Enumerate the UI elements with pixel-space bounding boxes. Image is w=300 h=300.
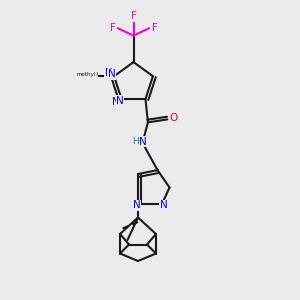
Text: N: N: [133, 200, 140, 211]
Text: H: H: [132, 137, 139, 146]
Text: methyl: methyl: [86, 74, 91, 76]
Text: N: N: [116, 96, 124, 106]
Text: O: O: [169, 113, 178, 123]
Text: methyl: methyl: [76, 72, 98, 77]
Text: methyl: methyl: [77, 72, 96, 77]
Text: N: N: [160, 200, 167, 211]
Text: N: N: [108, 69, 116, 80]
Text: N: N: [139, 137, 147, 147]
Text: F: F: [110, 23, 116, 33]
Text: F: F: [130, 11, 136, 21]
Text: F: F: [152, 23, 158, 33]
Text: N: N: [112, 97, 120, 107]
Text: N: N: [105, 68, 112, 78]
